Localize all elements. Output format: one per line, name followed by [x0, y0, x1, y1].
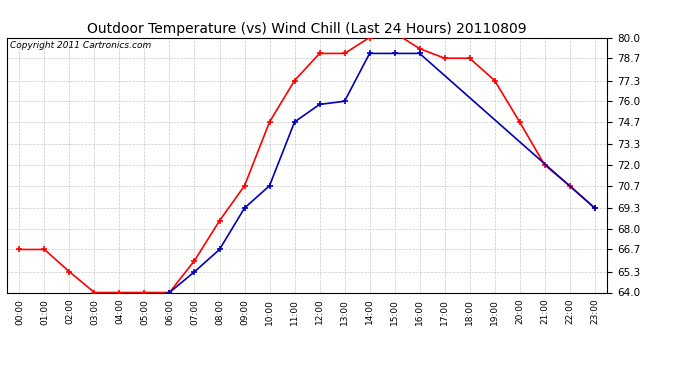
Text: Copyright 2011 Cartronics.com: Copyright 2011 Cartronics.com [10, 41, 151, 50]
Title: Outdoor Temperature (vs) Wind Chill (Last 24 Hours) 20110809: Outdoor Temperature (vs) Wind Chill (Las… [87, 22, 527, 36]
